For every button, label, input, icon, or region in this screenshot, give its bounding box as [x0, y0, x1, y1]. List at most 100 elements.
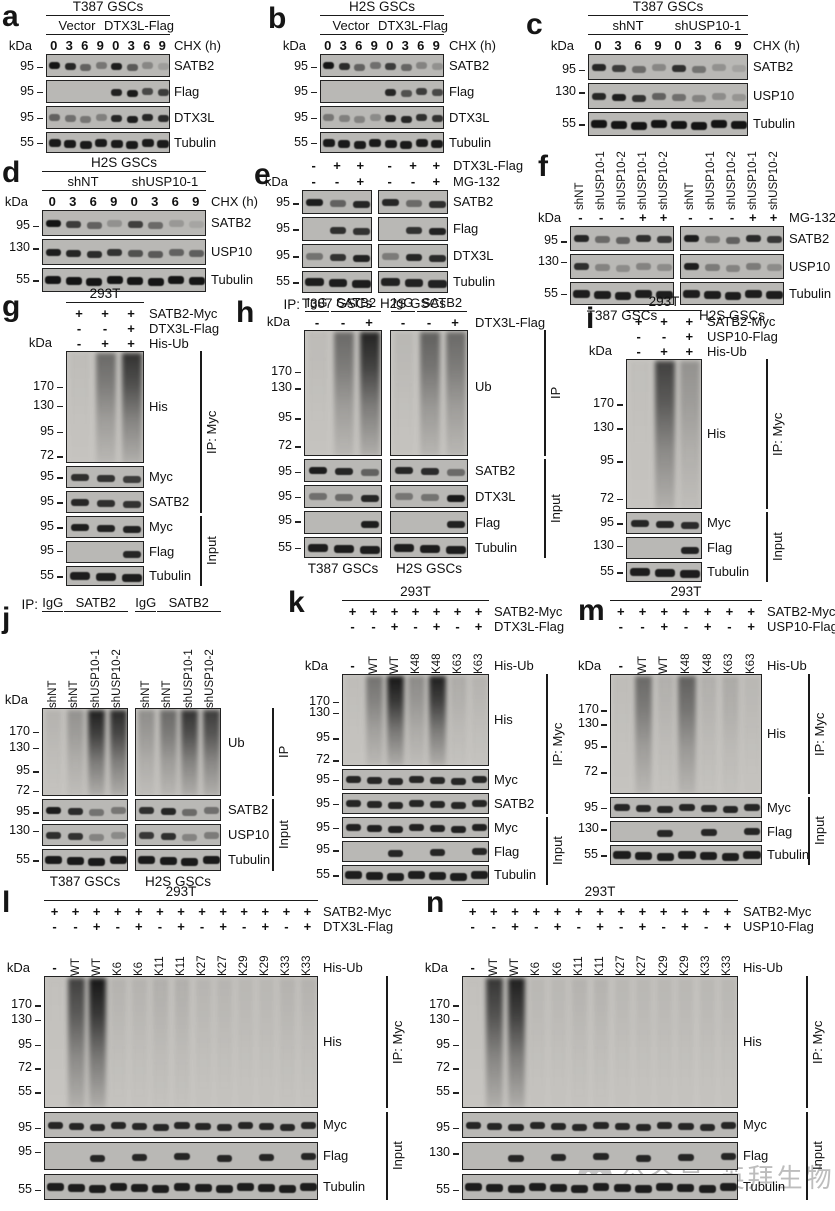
band — [429, 801, 446, 808]
blot-strip-Flag — [342, 841, 489, 862]
lane-cond: + — [682, 604, 690, 619]
marker-label: 130 — [429, 1145, 450, 1160]
band — [159, 857, 177, 865]
smear-lane — [719, 978, 737, 1107]
band — [651, 92, 667, 100]
marker-tick — [561, 261, 567, 264]
lane-cond: - — [52, 919, 57, 934]
group-label: IgG — [304, 295, 330, 312]
blot-label: DTX3L — [174, 109, 215, 125]
blot-strip-Flag — [320, 80, 444, 103]
band — [681, 546, 700, 554]
band — [352, 280, 371, 288]
lane-cond: 3 — [401, 38, 409, 53]
blot-label: Flag — [174, 83, 200, 99]
band — [656, 853, 674, 861]
marker-tick — [617, 498, 623, 501]
smear-lane — [408, 676, 425, 765]
lane-cond: - — [661, 919, 666, 934]
band — [111, 63, 123, 70]
band — [139, 806, 155, 814]
lane-cond: + — [432, 158, 441, 173]
lane-cond: - — [311, 158, 316, 173]
smear-lane — [159, 710, 177, 795]
band — [257, 1184, 275, 1192]
blot-strip-SATB2 — [304, 459, 382, 482]
band — [278, 1185, 296, 1193]
band — [591, 63, 607, 71]
lane-cond: + — [177, 904, 185, 919]
band — [148, 221, 164, 229]
blot-strip-Ub — [135, 708, 221, 796]
band — [216, 1154, 232, 1162]
band — [614, 1122, 630, 1130]
band — [49, 114, 61, 121]
marker-label: 55 — [16, 272, 30, 286]
marker-tick — [33, 225, 39, 228]
marker-tick — [333, 701, 339, 704]
band — [593, 1121, 609, 1129]
band — [173, 1183, 191, 1191]
band — [636, 235, 652, 242]
band — [122, 525, 142, 533]
marker-tick — [311, 66, 317, 69]
lane-label: WT — [69, 958, 82, 976]
blot-label: SATB2 — [174, 57, 215, 73]
lane-cond: + — [135, 919, 143, 934]
smear-lane — [698, 978, 716, 1107]
lane-cond: + — [474, 619, 483, 634]
lane-cond: + — [356, 158, 365, 173]
footer-label: T387 GSCs — [307, 561, 379, 576]
band — [613, 1184, 631, 1192]
blot-strip-Flag — [626, 537, 702, 559]
smear-lane — [680, 361, 701, 508]
marker-tick — [295, 496, 301, 499]
band — [174, 1152, 190, 1160]
band — [168, 276, 185, 284]
band — [387, 778, 404, 785]
lane-label: K48 — [409, 653, 422, 674]
marker-tick — [57, 456, 63, 458]
lane-cond: - — [334, 174, 340, 189]
blot-strip-DTX3L — [46, 106, 170, 129]
cond-label: SATB2-Myc — [743, 904, 812, 919]
cond-label: His-Ub — [767, 658, 807, 673]
band — [671, 121, 687, 129]
lane-cond: - — [534, 919, 539, 934]
marker-label: 95 — [18, 1143, 32, 1158]
lane-cond: 9 — [158, 38, 166, 53]
cond-label: His-Ub — [494, 658, 534, 673]
blot-strip-USP10 — [135, 824, 221, 846]
lane-label: K33 — [721, 955, 734, 976]
band — [329, 226, 347, 234]
bracket-label: IP — [548, 386, 563, 400]
band — [126, 90, 138, 97]
lane-cond: - — [73, 919, 78, 934]
cond-label: MG-132 — [453, 174, 500, 189]
blot-label: SATB2 — [228, 802, 269, 817]
marker-tick — [37, 91, 43, 94]
band — [400, 64, 412, 71]
band — [86, 250, 102, 258]
bracket-line — [544, 459, 546, 558]
lane-cond: 6 — [81, 38, 89, 53]
marker-label: 95 — [276, 221, 290, 235]
lane-cond: - — [371, 619, 376, 634]
band — [635, 1154, 652, 1162]
marker-tick — [333, 712, 339, 715]
band — [594, 264, 610, 271]
band — [160, 807, 176, 815]
lane-cond: - — [576, 919, 581, 934]
marker-label: 130 — [538, 253, 559, 268]
lane-cond: + — [261, 919, 270, 934]
band — [703, 290, 721, 299]
band — [366, 777, 383, 784]
band — [66, 220, 82, 228]
band — [416, 88, 428, 95]
lane-cond: 9 — [110, 194, 118, 209]
marker-label: 55 — [18, 1181, 32, 1196]
blot-strip-Tubulin — [302, 271, 372, 293]
blot-strip-Flag — [390, 511, 468, 534]
band — [279, 1123, 295, 1131]
band — [691, 94, 707, 102]
